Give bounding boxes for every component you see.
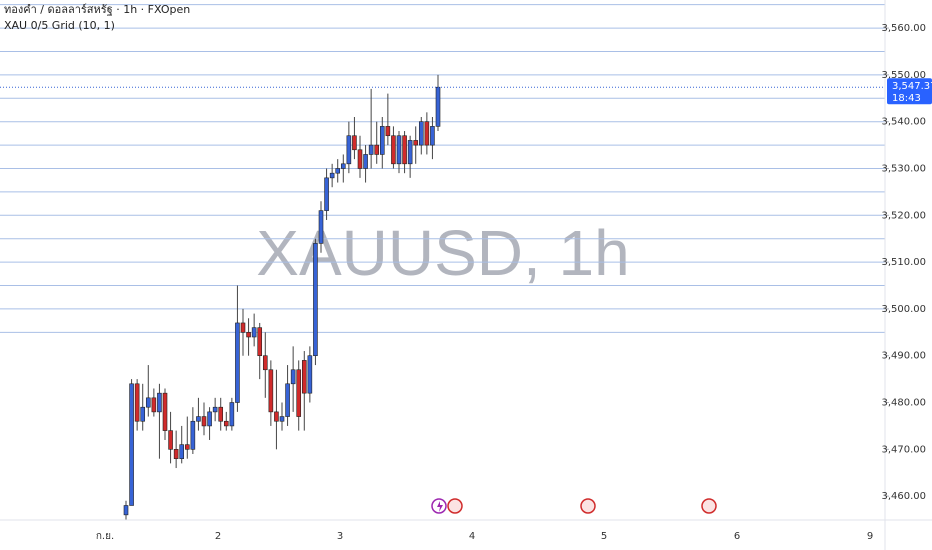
candle-body [223,420,229,427]
y-tick-label: 3,550.00 [881,70,926,81]
candle-body [145,397,151,408]
y-tick-label: 3,500.00 [881,304,926,315]
candle-body [363,154,368,169]
x-tick-label: 3 [337,531,343,542]
candle-body [251,327,257,338]
candle-body [379,126,385,155]
candle-body [391,135,396,165]
y-tick-label: 3,560.00 [881,23,926,34]
candle-body [140,406,146,422]
candle-body [396,135,402,165]
candle-body [430,126,435,146]
candle-body [340,163,346,169]
candle-body [201,416,207,427]
candle-body [335,168,341,174]
candle-body [151,397,157,413]
candle-body [413,140,419,146]
x-tick-label: 2 [215,531,221,542]
candle-body [168,430,173,450]
candle-body [246,332,251,338]
event-icon[interactable] [701,498,717,514]
candle-body [212,406,218,413]
candle-body [329,172,335,179]
y-tick-label: 3,520.00 [881,210,926,221]
candle-body [207,411,212,427]
candle-body [435,86,441,127]
candle-body [368,144,374,155]
candle-body [190,420,196,450]
indicator-label: XAU 0/5 Grid (10, 1) [4,19,115,32]
candle-body [296,369,302,417]
countdown-label: 18:43 [892,93,921,104]
candle-body [179,444,185,459]
candle-body [257,327,263,357]
candle-body [162,392,168,431]
candle-body [240,322,246,333]
candle-body [129,383,134,506]
candle-body [262,355,268,371]
x-tick-label: 5 [601,531,607,542]
x-tick-label: 9 [867,531,873,542]
y-tick-label: 3,460.00 [881,491,926,502]
candle-body [301,360,307,394]
candle-body [324,177,329,211]
last-price-tag [887,78,932,105]
y-tick-label: 3,490.00 [881,351,926,362]
event-icon[interactable] [580,498,596,514]
candle-body [418,121,424,146]
candle-body [307,355,313,394]
symbol-header: ทองคำ / ดอลลาร์สหรัฐ · 1h · FXOpen [4,3,190,16]
candle-body [424,121,430,146]
y-tick-label: 3,470.00 [881,444,926,455]
candle-body [346,135,352,165]
x-tick-label: ก.ย. [96,531,114,542]
candle-body [313,243,318,357]
candle-body [279,416,285,422]
candle-body [318,210,324,244]
candle-body [290,369,296,385]
x-tick-label: 6 [734,531,740,542]
candle-body [184,444,190,450]
candle-body [157,392,162,413]
event-icon[interactable] [447,498,463,514]
y-tick-label: 3,510.00 [881,257,926,268]
candle-body [218,406,224,422]
y-tick-label: 3,480.00 [881,398,926,409]
candle-body [407,140,413,165]
candle-body [196,416,201,422]
candle-body [357,149,363,169]
candle-body [374,144,380,155]
y-tick-label: 3,540.00 [881,117,926,128]
candle-body [352,135,357,151]
event-icon-glyph [437,501,443,512]
y-tick-label: 3,530.00 [881,163,926,174]
x-tick-label: 4 [469,531,475,542]
candle-body [229,402,235,427]
candle-body [268,369,274,413]
candle-body [385,126,391,137]
last-price-label: 3,547.37 [892,81,932,92]
candle-body [402,135,407,165]
event-icons[interactable] [431,498,717,514]
watermark: XAUUSD, 1h [256,217,629,289]
candle-body [173,449,179,459]
candle-body [123,505,129,516]
candle-body [285,383,290,417]
candle-body [274,411,279,422]
candle-body [134,383,140,422]
candle-body [235,322,240,403]
